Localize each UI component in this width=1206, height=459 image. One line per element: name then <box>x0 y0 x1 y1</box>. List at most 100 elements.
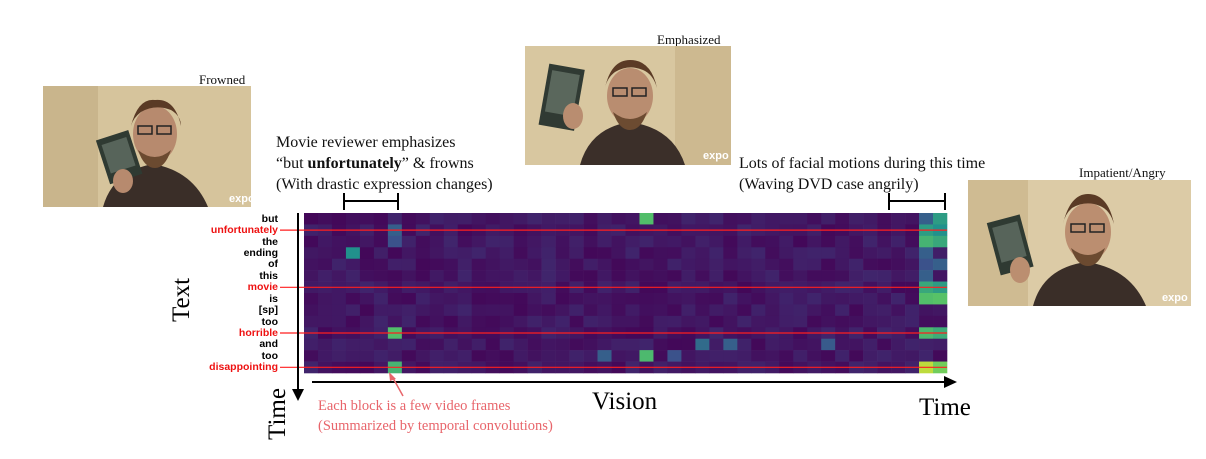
heatmap-cell <box>583 338 598 351</box>
heatmap-cell <box>919 258 934 271</box>
heatmap-cell <box>695 235 710 248</box>
highlight-lines <box>280 229 947 368</box>
row-label: ending <box>243 247 278 259</box>
heatmap-cell <box>611 247 626 260</box>
heatmap-cell <box>597 247 612 260</box>
heatmap-cell <box>569 213 584 225</box>
heatmap-cell <box>597 270 612 282</box>
heatmap-cell <box>667 350 682 362</box>
heatmap-cell <box>821 270 836 282</box>
heatmap-cell <box>835 258 850 271</box>
heatmap-cell <box>667 270 682 282</box>
heatmap-cell <box>849 350 864 362</box>
heatmap-cell <box>611 270 626 282</box>
heatmap-cell <box>429 270 445 282</box>
heatmap-cell <box>625 338 640 351</box>
heatmap-cell <box>863 338 878 351</box>
heatmap-cell <box>877 235 892 248</box>
heatmap-cell <box>597 258 612 271</box>
heatmap-cell <box>653 293 668 305</box>
heatmap-cell <box>499 338 514 351</box>
heatmap-cell <box>583 293 598 305</box>
heatmap-cell <box>667 338 682 351</box>
heatmap-cell <box>919 350 934 362</box>
photo-caption-angry: Impatient/Angry <box>1079 165 1166 180</box>
heatmap-cell <box>723 315 738 328</box>
heatmap-cell <box>485 315 500 328</box>
heatmap-cell <box>877 338 892 351</box>
heatmap-cell <box>639 350 654 362</box>
heatmap-cell <box>331 258 347 271</box>
heatmap-cell <box>695 247 710 260</box>
heatmap-cell <box>485 270 500 282</box>
heatmap-cell <box>471 315 487 328</box>
heatmap-cell <box>695 213 710 225</box>
heatmap-cell <box>513 247 528 260</box>
heatmap-cell <box>541 247 556 260</box>
heatmap-cell <box>639 293 654 305</box>
heatmap-cell <box>499 235 514 248</box>
heatmap-cell <box>583 350 598 362</box>
heatmap-cell <box>471 270 487 282</box>
heatmap-cell <box>541 293 556 305</box>
heatmap-cell <box>304 270 319 282</box>
heatmap-cell <box>779 235 794 248</box>
heatmap-cell <box>401 350 417 362</box>
heatmap-cell <box>555 247 570 260</box>
heatmap-cell <box>849 235 864 248</box>
heatmap-cell <box>695 350 710 362</box>
heatmap-cell <box>905 350 920 362</box>
heatmap-cell <box>611 235 626 248</box>
heatmap-cell <box>569 293 584 305</box>
heatmap-cell <box>527 235 542 248</box>
heatmap-cell <box>835 350 850 362</box>
heatmap-cell <box>835 338 850 351</box>
heatmap-cell <box>695 338 710 351</box>
heatmap-cell <box>401 304 417 317</box>
heatmap-cell <box>555 235 570 248</box>
heatmap-cell <box>401 247 417 260</box>
annotation-right: Lots of facial motions during this time … <box>739 153 985 195</box>
heatmap-cell <box>639 213 654 225</box>
heatmap-cell <box>737 315 752 328</box>
heatmap-cell <box>443 315 459 328</box>
heatmap-cell <box>653 235 668 248</box>
heatmap-cell <box>849 315 864 328</box>
time-vertical-arrowhead <box>292 389 304 401</box>
heatmap-cell <box>779 293 794 305</box>
heatmap-cell <box>779 258 794 271</box>
heatmap-cell <box>891 315 906 328</box>
heatmap-cell <box>443 235 459 248</box>
heatmap-cell <box>331 270 347 282</box>
heatmap-cell <box>835 293 850 305</box>
annotation-right-line2: (Waving DVD case angrily) <box>739 176 919 193</box>
heatmap-cell <box>709 258 724 271</box>
heatmap-cell <box>653 270 668 282</box>
heatmap-cell <box>443 350 459 362</box>
heatmap-cell <box>751 258 766 271</box>
heatmap-cell <box>345 270 361 282</box>
heatmap-cell <box>485 213 500 225</box>
heatmap-cell <box>345 213 361 225</box>
heatmap-cell <box>807 247 822 260</box>
heatmap-cell <box>331 247 347 260</box>
heatmap-cell <box>849 258 864 271</box>
heatmap-cell <box>723 247 738 260</box>
heatmap-cell <box>317 315 333 328</box>
heatmap-cell <box>541 270 556 282</box>
heatmap-cell <box>807 213 822 225</box>
heatmap-cell <box>527 304 542 317</box>
heatmap-cell <box>485 235 500 248</box>
photo-angry: expo <box>968 180 1191 306</box>
heatmap-cell <box>877 293 892 305</box>
heatmap-cell <box>513 338 528 351</box>
heatmap-cell <box>891 213 906 225</box>
heatmap-cell <box>429 338 445 351</box>
heatmap-cell <box>905 213 920 225</box>
heatmap-cell <box>331 235 347 248</box>
heatmap-cell <box>807 304 822 317</box>
heatmap-cell <box>919 293 934 305</box>
heatmap-cell <box>905 315 920 328</box>
heatmap-cell <box>317 293 333 305</box>
heatmap-cell <box>765 258 780 271</box>
